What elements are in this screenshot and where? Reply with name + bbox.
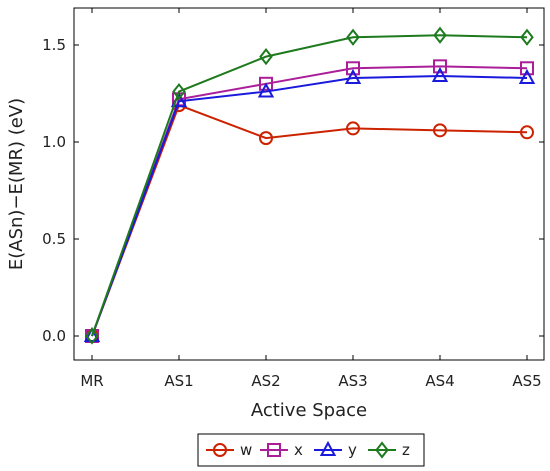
legend-item-w: w	[206, 441, 252, 459]
plot-frame	[73, 7, 545, 361]
x-tick-label: AS5	[512, 372, 541, 390]
legend-item-z: z	[368, 441, 410, 459]
series-z	[85, 26, 534, 345]
series-line-z	[91, 34, 528, 337]
data-point-y	[431, 66, 449, 83]
data-point-y	[518, 68, 536, 84]
legend: w x y z	[197, 433, 425, 467]
legend-label-y: y	[348, 441, 357, 459]
series-line-y	[91, 75, 528, 337]
data-point-y	[344, 68, 362, 84]
legend-label-x: x	[294, 441, 303, 459]
x-tick-label: AS1	[164, 372, 193, 390]
y-tick-label: 1.0	[42, 133, 66, 151]
y-axis-label: E(ASn)−E(MR) (eV)	[6, 98, 27, 270]
data-point-w	[346, 121, 360, 136]
legend-item-x: x	[260, 441, 303, 459]
legend-label-w: w	[240, 441, 252, 459]
data-point-w	[433, 123, 447, 138]
x-tick-label: AS4	[425, 372, 454, 390]
data-point-x	[346, 61, 360, 76]
data-point-z	[259, 48, 273, 66]
data-point-w	[259, 131, 273, 146]
y-axis: 0.0 0.5 1.0 1.5	[42, 36, 544, 345]
data-point-z	[520, 28, 534, 46]
series-y	[83, 66, 536, 342]
series-w	[85, 98, 534, 343]
x-axis: MR AS1 AS2 AS3 AS4 AS5	[80, 8, 542, 390]
data-point-z	[433, 26, 447, 44]
legend-marker-y	[319, 440, 337, 456]
series-line-w	[91, 103, 528, 337]
legend-label-z: z	[402, 441, 410, 459]
legend-marker-w	[213, 443, 227, 457]
data-point-y	[83, 326, 101, 342]
x-tick-label: AS3	[338, 372, 367, 390]
data-point-y	[257, 82, 275, 98]
series-x	[85, 59, 534, 343]
data-point-z	[346, 28, 360, 46]
legend-marker-z	[375, 441, 389, 459]
data-point-z	[172, 82, 186, 101]
x-axis-label: Active Space	[251, 400, 367, 421]
y-tick-label: 0.0	[42, 327, 66, 345]
x-tick-label: MR	[80, 372, 103, 390]
x-tick-label: AS2	[251, 372, 280, 390]
data-point-x	[259, 76, 273, 91]
data-point-x	[520, 61, 534, 76]
data-point-z	[85, 327, 99, 345]
legend-item-y: y	[314, 440, 357, 459]
legend-marker-x	[267, 443, 281, 457]
series-layer	[83, 26, 536, 345]
y-tick-label: 0.5	[42, 230, 66, 248]
y-tick-label: 1.5	[42, 36, 66, 54]
data-point-w	[520, 125, 534, 140]
data-point-x	[433, 59, 447, 74]
series-line-x	[91, 65, 528, 337]
